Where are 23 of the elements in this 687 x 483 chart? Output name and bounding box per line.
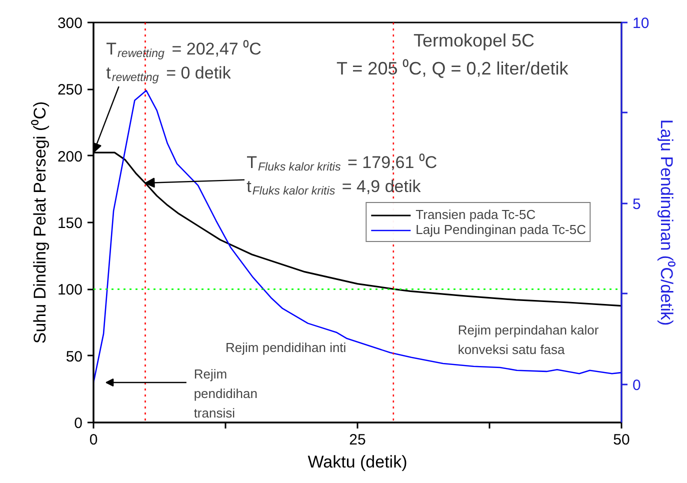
- y-tick-label: 50: [66, 348, 83, 366]
- x-tick-label: 25: [349, 432, 366, 448]
- y-tick-label: 300: [57, 15, 83, 32]
- x-axis-title: Waktu (detik): [308, 452, 408, 472]
- legend-label: Laju Pendinginan pada Tc-5C: [416, 222, 586, 237]
- annotation: Rejim pendidihan transisi: [194, 366, 258, 420]
- x-tick-label: 50: [613, 432, 630, 448]
- y-tick-label: 0: [74, 415, 82, 432]
- y-axis-title: Suhu Dinding Pelat Persegi (⁰C): [30, 101, 50, 344]
- y2-tick-label: 5: [632, 196, 641, 213]
- text: T = 205 ⁰C, Q = 0,2 liter/detik: [336, 58, 570, 78]
- y-tick-label: 150: [57, 215, 83, 232]
- y-tick-label: 200: [57, 148, 83, 166]
- y-tick-label: 100: [57, 282, 83, 299]
- y2-axis-title: Laju Pendinginan (⁰C/detik): [657, 119, 676, 326]
- annotation: Rejim pendidihan inti: [226, 340, 346, 355]
- y-tick-label: 250: [57, 82, 83, 99]
- x-tick-label: 0: [89, 432, 98, 448]
- annotation: Rejim perpindahan kalor konveksi satu fasa: [458, 322, 600, 357]
- chart-title: Termokopel 5C: [414, 30, 535, 50]
- y2-tick-label: 10: [632, 15, 650, 32]
- legend-label: Transien pada Tc-5C: [416, 207, 536, 222]
- y2-tick-label: 0: [632, 376, 641, 394]
